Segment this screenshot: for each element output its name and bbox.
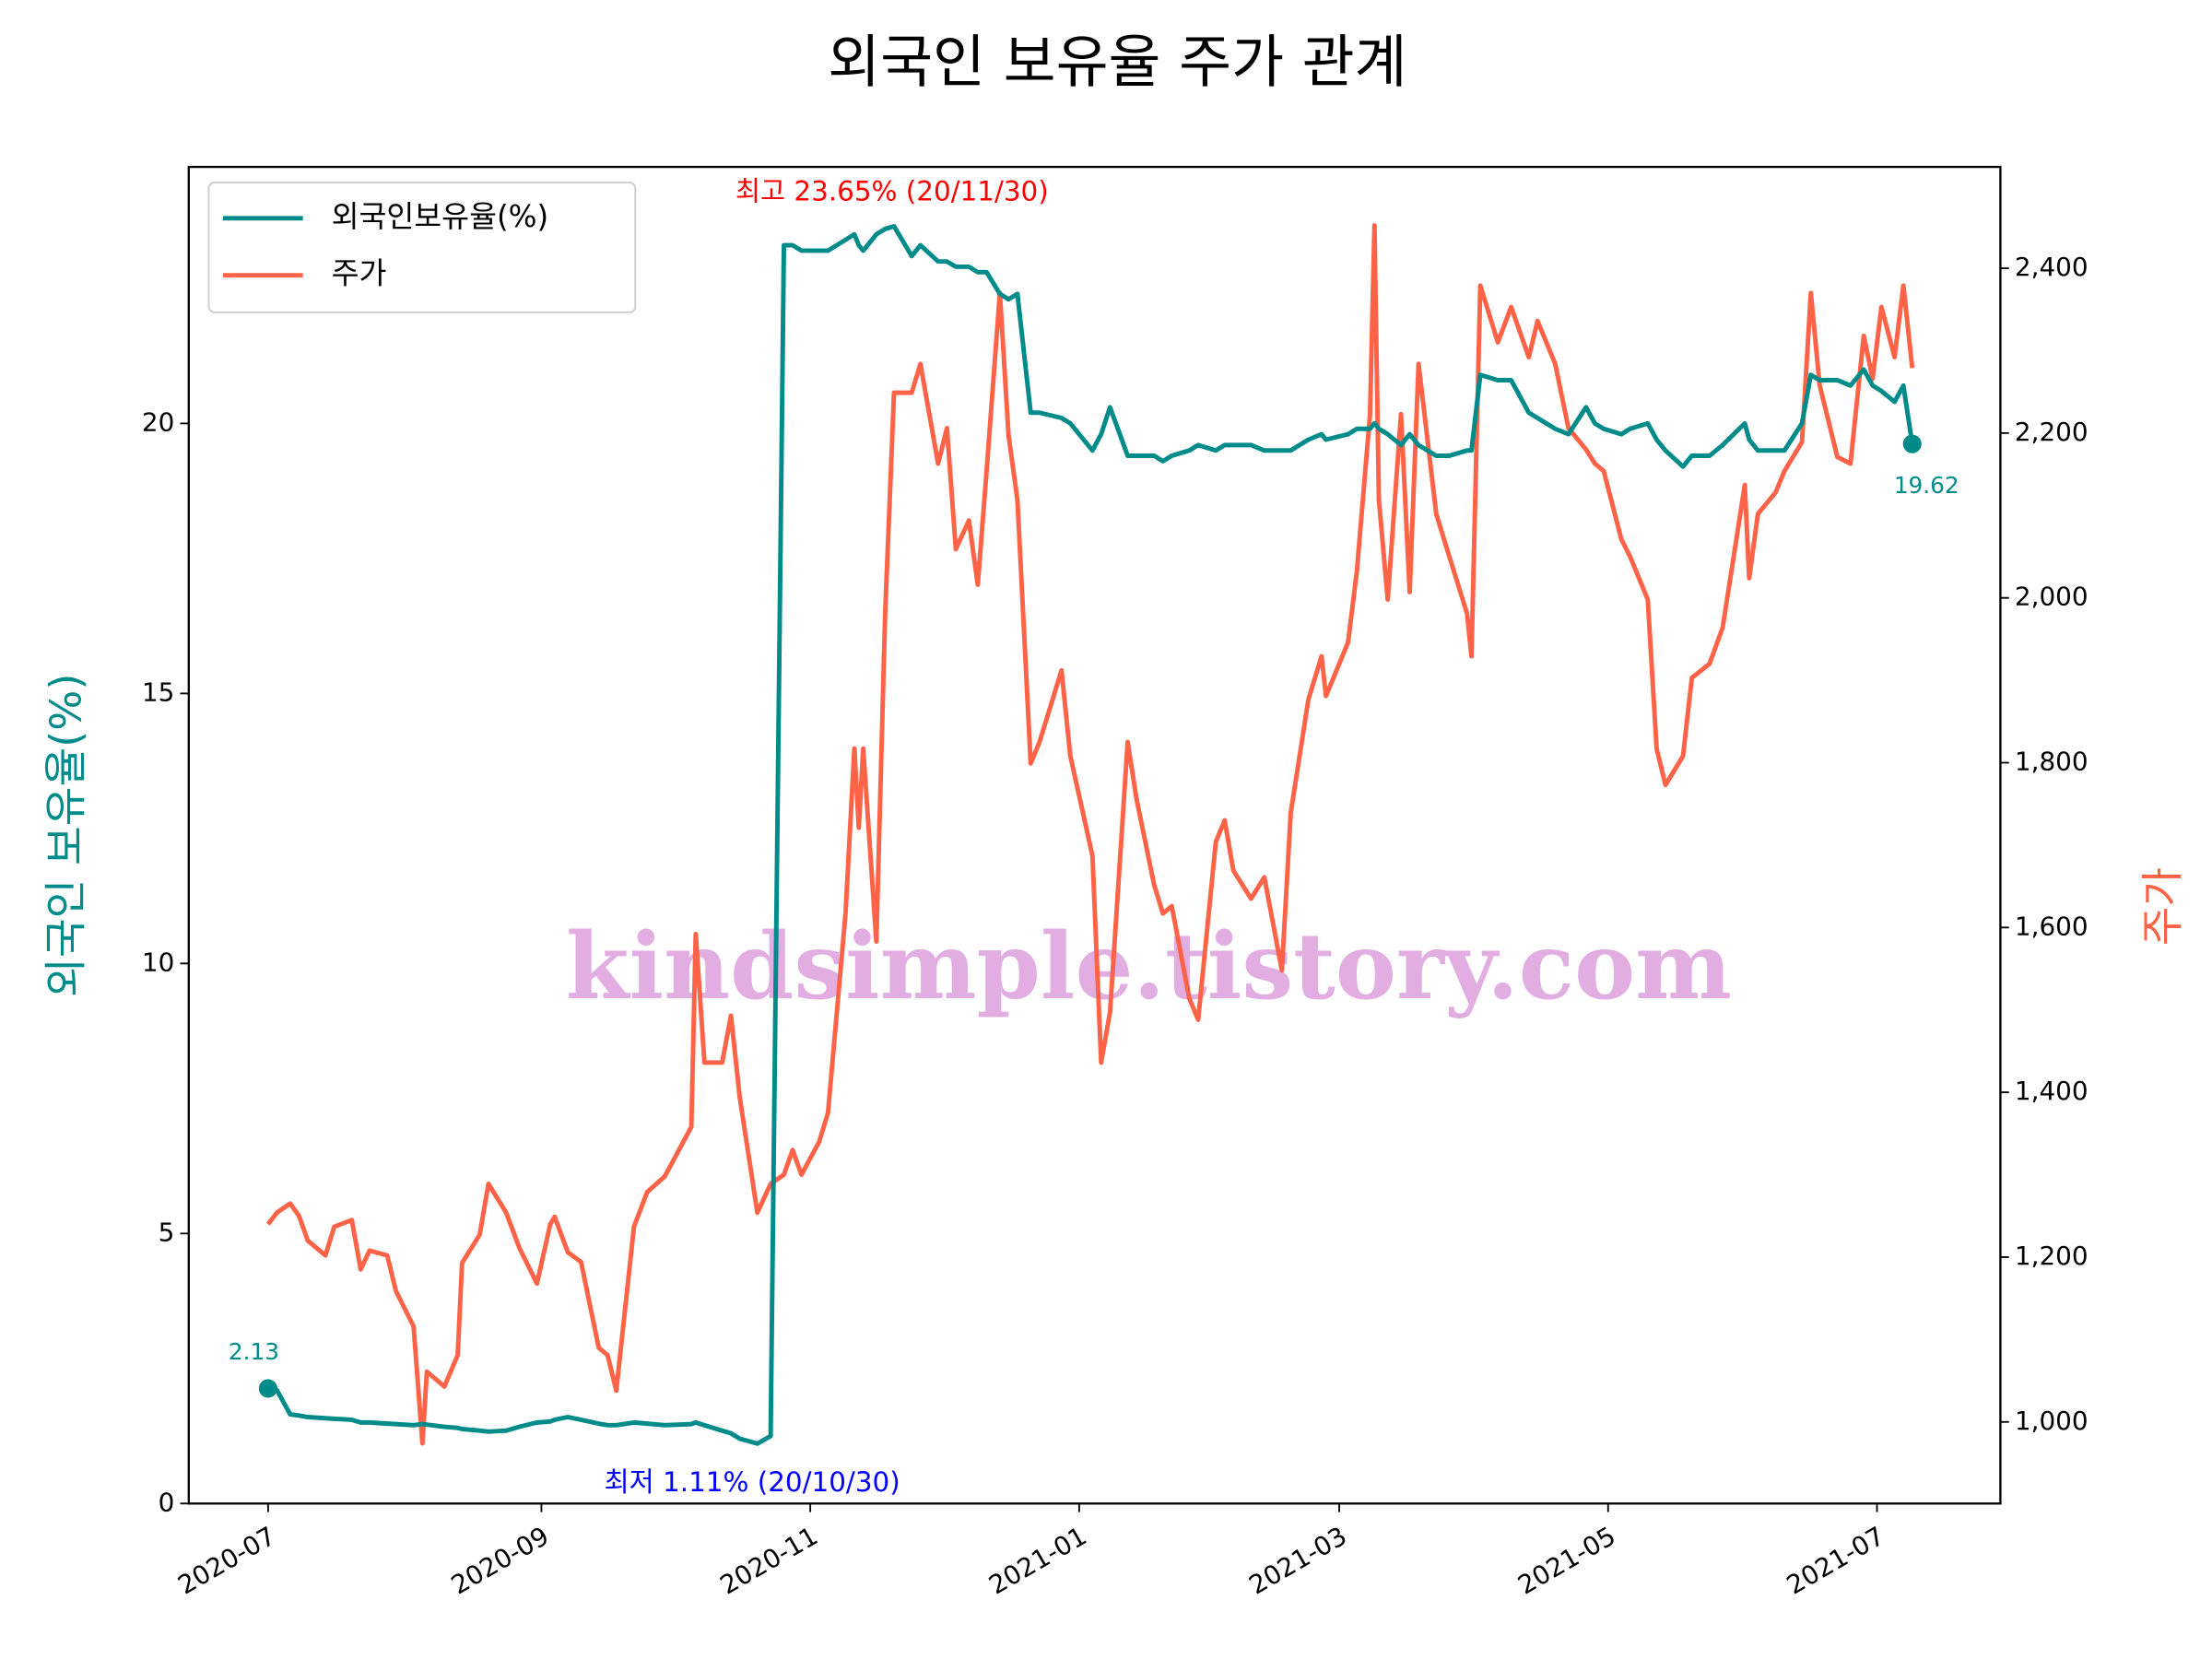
watermark: kindsimple.tistory.com [566, 913, 1732, 1020]
y-tick-label: 0 [159, 1487, 175, 1517]
y2-tick-label: 1,200 [2015, 1241, 2088, 1271]
x-tick-label: 2020-11 [715, 1521, 823, 1601]
y2-tick-label: 1,000 [2015, 1406, 2088, 1436]
x-tick-label: 2021-01 [983, 1521, 1091, 1601]
y2-axis-label: 주가 [2137, 867, 2187, 946]
y-tick-label: 5 [159, 1217, 175, 1247]
series-line [265, 223, 1915, 1446]
x-tick-label: 2021-05 [1512, 1521, 1620, 1601]
y-tick-label: 20 [142, 406, 174, 437]
legend-label: 주가 [332, 256, 387, 291]
annotation: 최고 23.65% (20/11/30) [735, 175, 1049, 206]
y2-tick-label: 2,200 [2015, 417, 2088, 447]
legend-box [207, 182, 637, 313]
y2-tick-label: 2,000 [2015, 582, 2088, 612]
annotation: 19.62 [1894, 472, 1959, 499]
series-line [267, 223, 1915, 1446]
x-tick-label: 2021-03 [1243, 1521, 1351, 1601]
plot-frame [187, 165, 2002, 1505]
end-marker [258, 1379, 277, 1398]
y2-tick-label: 1,400 [2015, 1076, 2088, 1106]
annotation: 2.13 [229, 1338, 279, 1365]
x-tick-label: 2020-09 [446, 1521, 554, 1601]
x-tick-label: 2020-07 [172, 1521, 280, 1601]
y2-tick-label: 1,800 [2015, 747, 2088, 777]
x-tick-label: 2021-07 [1782, 1521, 1889, 1601]
chart-title: 외국인 보유율 주가 관계 [828, 29, 1406, 95]
y2-tick-label: 2,400 [2015, 252, 2088, 282]
annotation: 최저 1.11% (20/10/30) [605, 1466, 900, 1498]
end-marker [1902, 434, 1922, 453]
y-axis-label: 외국인 보유율(%) [41, 674, 90, 997]
y-tick-label: 15 [142, 677, 174, 707]
legend-label: 외국인보유율(%) [332, 199, 549, 234]
y2-tick-label: 1,600 [2015, 911, 2088, 941]
y-tick-label: 10 [142, 947, 174, 977]
